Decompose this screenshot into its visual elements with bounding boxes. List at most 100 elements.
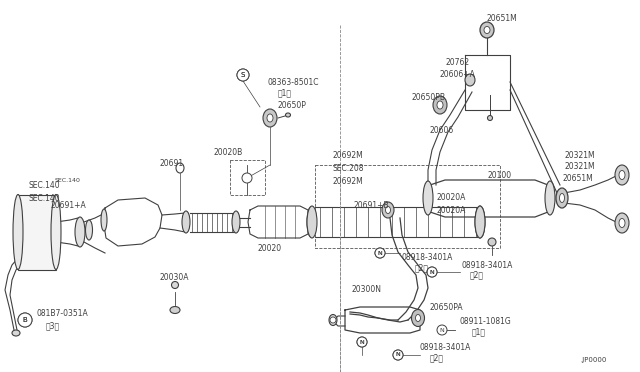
Circle shape xyxy=(242,173,252,183)
Bar xyxy=(18,195,56,270)
Text: 08363-8501C: 08363-8501C xyxy=(268,77,319,87)
Text: 20606: 20606 xyxy=(430,125,454,135)
Ellipse shape xyxy=(75,217,85,247)
Ellipse shape xyxy=(488,115,493,121)
Circle shape xyxy=(357,337,367,347)
Ellipse shape xyxy=(619,218,625,228)
Text: 08918-3401A: 08918-3401A xyxy=(462,260,513,269)
Circle shape xyxy=(357,337,367,347)
Text: 081B7-0351A: 081B7-0351A xyxy=(36,308,88,317)
Text: （2）: （2） xyxy=(430,353,444,362)
Text: 20762: 20762 xyxy=(446,58,470,67)
Text: 20692M: 20692M xyxy=(333,176,364,186)
Text: 20650PA: 20650PA xyxy=(430,304,463,312)
Text: 20300N: 20300N xyxy=(352,285,382,295)
Ellipse shape xyxy=(480,22,494,38)
Ellipse shape xyxy=(615,165,629,185)
Ellipse shape xyxy=(263,109,277,127)
Text: 20606+A: 20606+A xyxy=(440,70,476,78)
Text: （2）: （2） xyxy=(415,263,429,273)
Text: 20100: 20100 xyxy=(488,170,512,180)
Text: N: N xyxy=(396,353,401,357)
Text: （3）: （3） xyxy=(46,321,60,330)
Circle shape xyxy=(438,326,446,334)
Ellipse shape xyxy=(86,220,93,240)
Text: N: N xyxy=(440,327,444,333)
Text: 20692M: 20692M xyxy=(333,151,364,160)
Text: SEC.140: SEC.140 xyxy=(28,180,60,189)
Text: 20650P: 20650P xyxy=(278,100,307,109)
Ellipse shape xyxy=(475,206,485,238)
Circle shape xyxy=(427,267,437,277)
Text: N: N xyxy=(360,340,364,344)
Ellipse shape xyxy=(385,206,390,214)
Ellipse shape xyxy=(176,163,184,173)
Ellipse shape xyxy=(170,307,180,314)
Ellipse shape xyxy=(285,113,291,117)
Ellipse shape xyxy=(423,181,433,215)
Circle shape xyxy=(427,267,437,277)
Text: B: B xyxy=(22,317,28,323)
Circle shape xyxy=(330,317,336,323)
Ellipse shape xyxy=(484,26,490,33)
Circle shape xyxy=(237,69,249,81)
Text: 20691: 20691 xyxy=(160,158,184,167)
Ellipse shape xyxy=(415,314,420,321)
Ellipse shape xyxy=(475,206,485,238)
Text: N: N xyxy=(429,269,435,275)
Text: S: S xyxy=(241,72,245,78)
Text: 20651M: 20651M xyxy=(563,173,594,183)
Text: SEC.140: SEC.140 xyxy=(55,177,81,183)
Text: S: S xyxy=(241,72,245,78)
Text: 20691+A: 20691+A xyxy=(50,201,86,209)
Circle shape xyxy=(393,350,403,360)
Ellipse shape xyxy=(12,330,20,336)
Text: 08911-1081G: 08911-1081G xyxy=(460,317,512,327)
Circle shape xyxy=(437,325,447,335)
Text: N: N xyxy=(378,250,382,256)
Text: 20020A: 20020A xyxy=(437,205,467,215)
Ellipse shape xyxy=(556,188,568,208)
Text: 20020A: 20020A xyxy=(437,192,467,202)
Ellipse shape xyxy=(182,211,190,233)
Text: N: N xyxy=(429,269,435,275)
Text: 20651M: 20651M xyxy=(487,13,518,22)
Text: 20020: 20020 xyxy=(258,244,282,253)
Ellipse shape xyxy=(329,314,337,326)
Circle shape xyxy=(375,248,385,258)
Text: N: N xyxy=(378,250,382,256)
Text: SEC.140: SEC.140 xyxy=(28,193,60,202)
Ellipse shape xyxy=(465,74,475,86)
Text: （2）: （2） xyxy=(470,270,484,279)
Circle shape xyxy=(18,313,32,327)
Text: 20650PB: 20650PB xyxy=(412,93,446,102)
Ellipse shape xyxy=(307,207,315,237)
Ellipse shape xyxy=(232,211,240,233)
Ellipse shape xyxy=(307,206,317,238)
Text: 20321M: 20321M xyxy=(565,151,596,160)
Ellipse shape xyxy=(488,238,496,246)
Ellipse shape xyxy=(433,96,447,114)
Text: N: N xyxy=(360,340,364,344)
Text: 08918-3401A: 08918-3401A xyxy=(402,253,453,263)
Ellipse shape xyxy=(101,209,107,231)
Circle shape xyxy=(375,248,385,258)
Text: 20691+B: 20691+B xyxy=(354,201,390,209)
Text: 20020B: 20020B xyxy=(213,148,243,157)
Ellipse shape xyxy=(545,181,555,215)
Text: N: N xyxy=(396,353,401,357)
Ellipse shape xyxy=(382,202,394,218)
Ellipse shape xyxy=(172,282,179,289)
Text: 20030A: 20030A xyxy=(160,273,189,282)
Ellipse shape xyxy=(412,310,424,327)
Text: 20321M: 20321M xyxy=(565,161,596,170)
Text: （1）: （1） xyxy=(278,89,292,97)
Text: 08918-3401A: 08918-3401A xyxy=(420,343,472,353)
Ellipse shape xyxy=(267,114,273,122)
Circle shape xyxy=(237,69,249,81)
Circle shape xyxy=(18,313,32,327)
Text: SEC.208: SEC.208 xyxy=(333,164,365,173)
Ellipse shape xyxy=(615,213,629,233)
Text: B: B xyxy=(22,317,28,323)
Ellipse shape xyxy=(619,170,625,180)
